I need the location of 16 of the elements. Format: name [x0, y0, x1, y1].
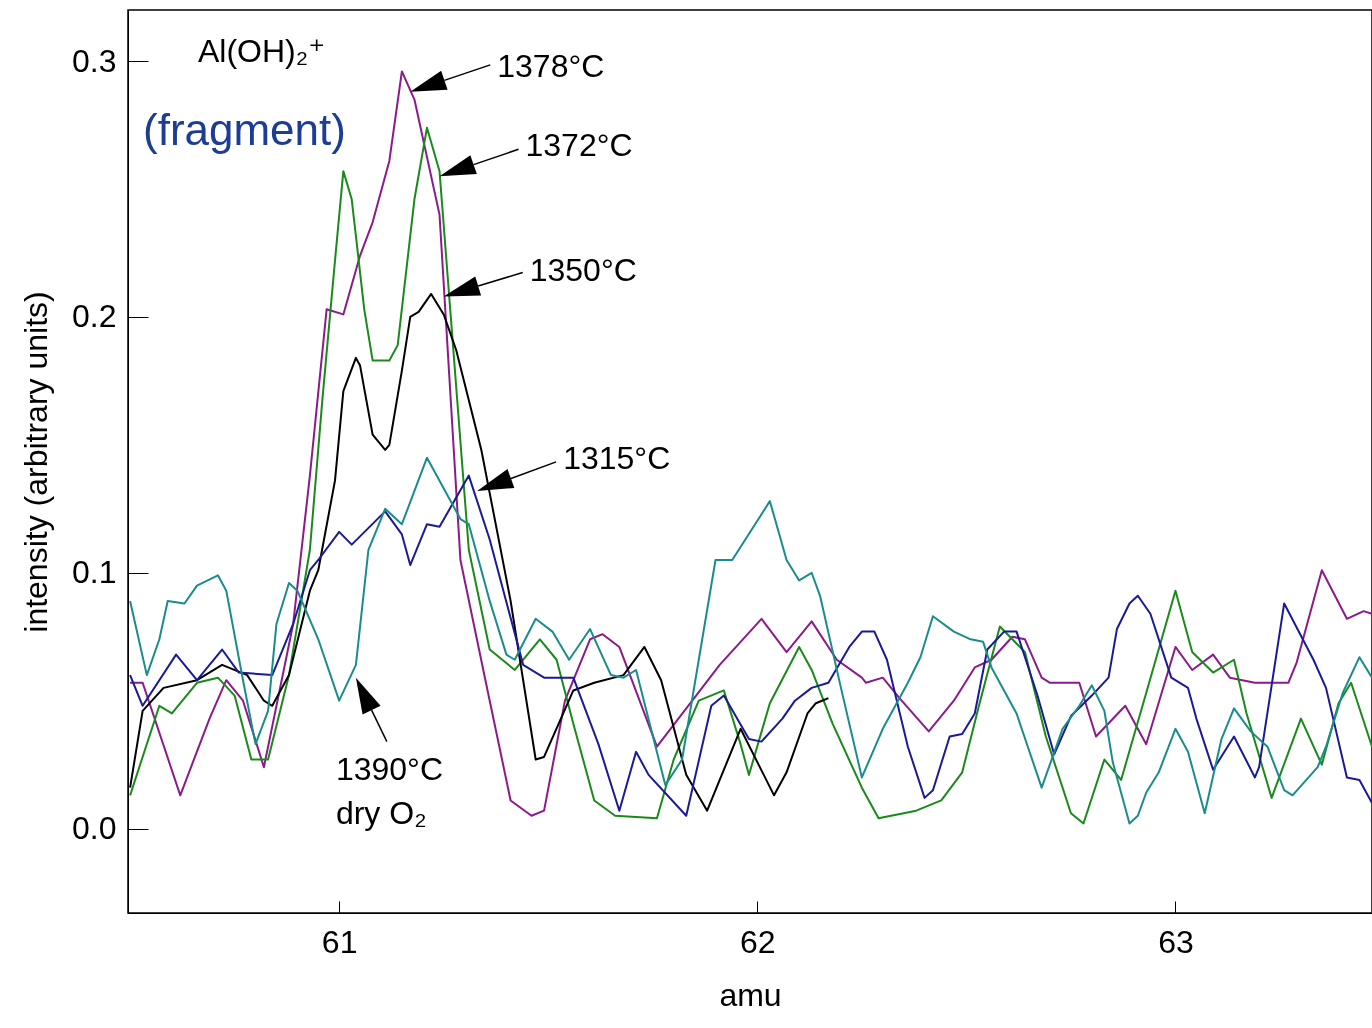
- annotation: Al(OH)₂⁺: [198, 33, 326, 69]
- annotation: 1378°C: [497, 47, 605, 84]
- x-tick-label: 63: [1158, 923, 1194, 960]
- x-tick-label: 62: [740, 923, 776, 960]
- y-tick-label: 0.3: [72, 42, 117, 79]
- annotation: 1372°C: [525, 127, 633, 164]
- annotation: (fragment): [143, 105, 346, 154]
- x-tick-label: 61: [321, 923, 358, 960]
- y-tick-label: 0.0: [72, 810, 117, 847]
- y-tick-label: 0.1: [72, 554, 117, 591]
- x-axis-title: amu: [719, 976, 782, 1013]
- annotation: 1390°C dry O₂: [335, 750, 443, 831]
- y-axis-title: intensity (arbitrary units): [18, 291, 55, 633]
- annotation: 1350°C: [529, 251, 637, 288]
- annotation: 1315°C: [563, 439, 671, 476]
- y-tick-label: 0.2: [72, 298, 117, 335]
